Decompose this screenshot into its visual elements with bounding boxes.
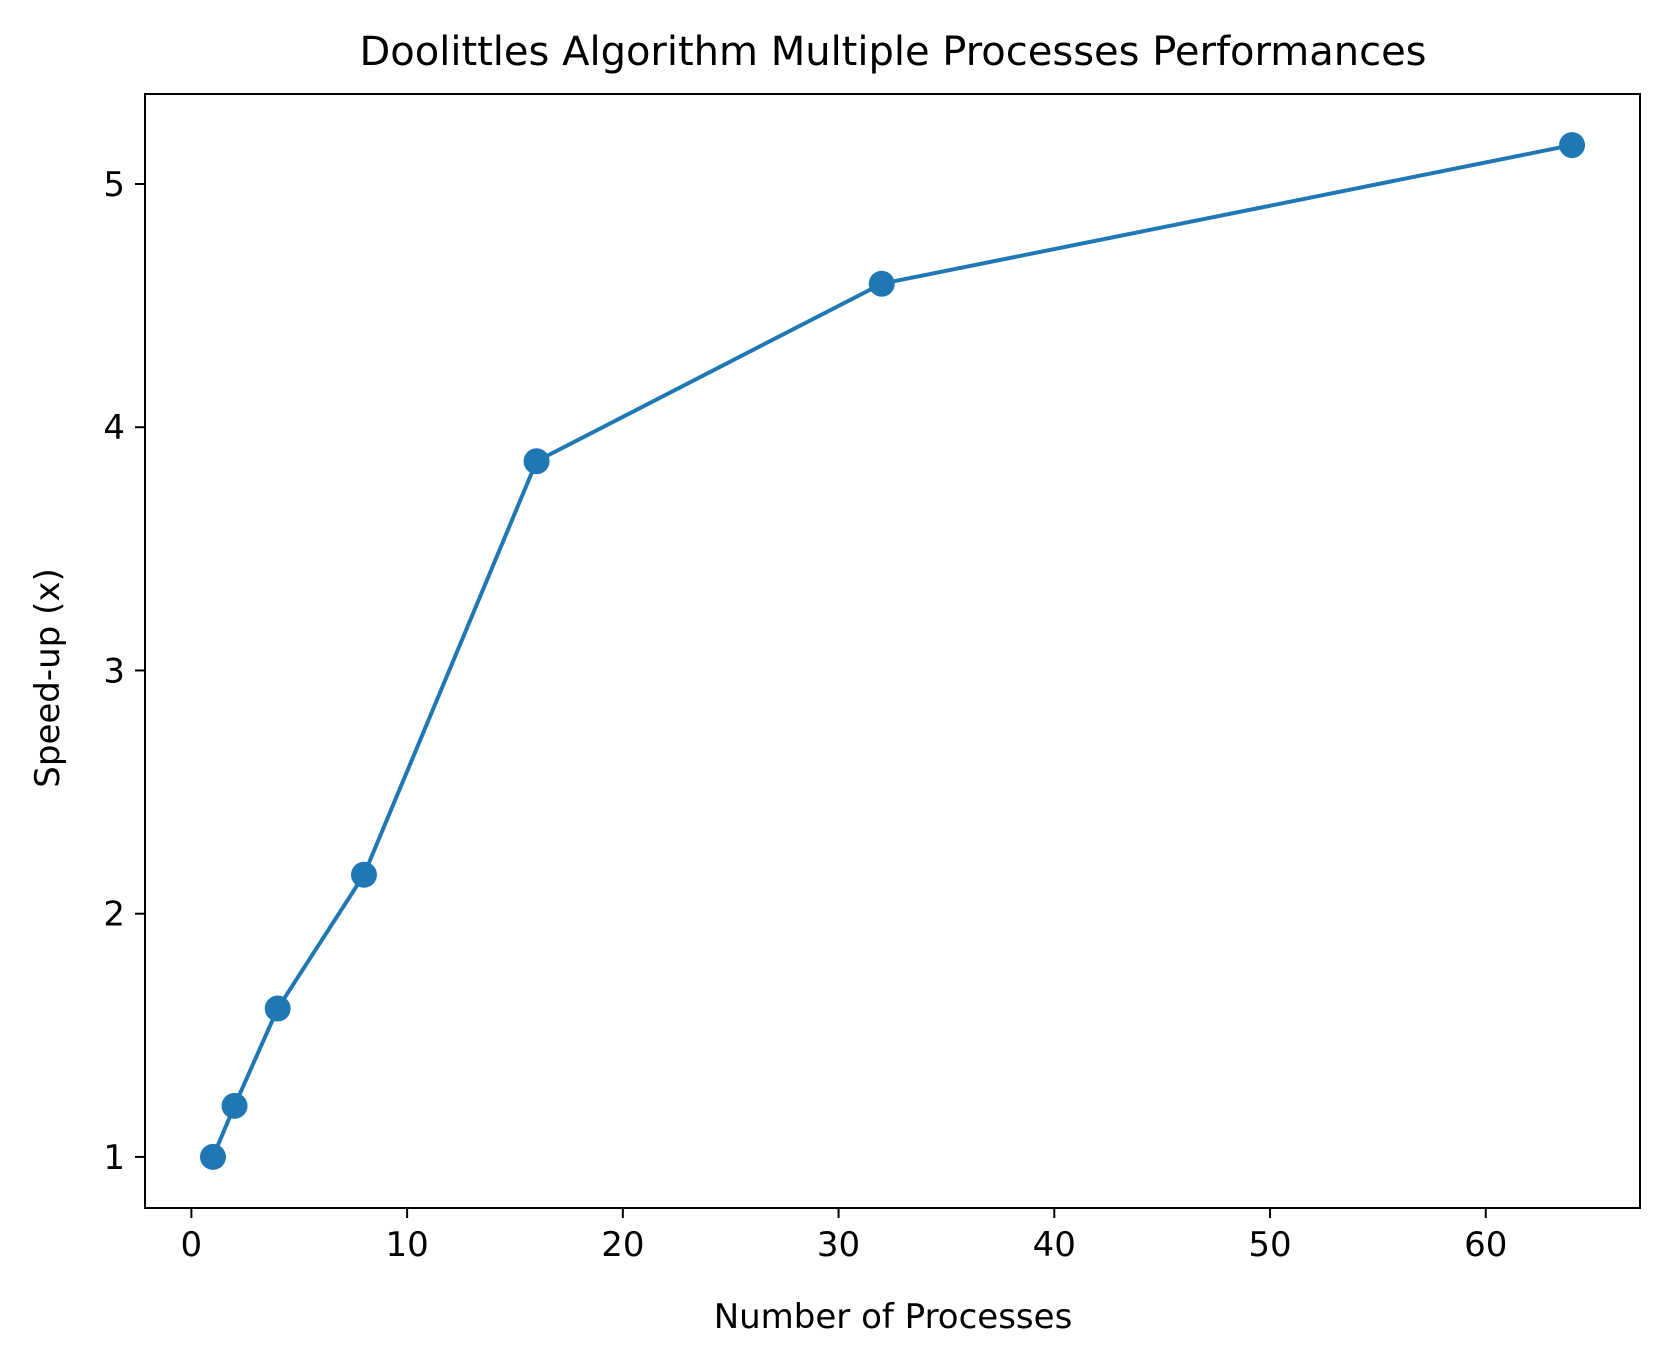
data-point xyxy=(350,861,377,888)
y-tick-label: 5 xyxy=(103,165,125,205)
y-tick-label: 4 xyxy=(103,408,125,448)
data-point xyxy=(264,995,291,1022)
plot-frame xyxy=(144,93,1641,1209)
y-tick-label: 2 xyxy=(103,895,125,935)
y-axis-label: Speed-up (x) xyxy=(28,568,68,787)
data-point xyxy=(868,270,895,297)
x-tick-label: 40 xyxy=(1033,1225,1076,1265)
x-tick-label: 30 xyxy=(817,1225,860,1265)
data-point xyxy=(1559,132,1586,159)
x-tick-label: 50 xyxy=(1248,1225,1291,1265)
x-tick-label: 10 xyxy=(385,1225,428,1265)
series-layer xyxy=(199,132,1586,1170)
x-axis-label: Number of Processes xyxy=(714,1297,1073,1337)
x-tick-label: 20 xyxy=(601,1225,644,1265)
axes-layer: 0 10 20 30 40 50 60 1 2 3 4 5 xyxy=(103,93,1641,1265)
y-tick-label: 3 xyxy=(103,651,125,691)
x-tick-label: 0 xyxy=(181,1225,203,1265)
chart-title: Doolittles Algorithm Multiple Processes … xyxy=(359,29,1426,75)
data-point xyxy=(523,448,550,475)
data-point xyxy=(221,1092,248,1119)
y-tick-label: 1 xyxy=(103,1138,125,1178)
data-point xyxy=(199,1143,226,1170)
x-tick-label: 60 xyxy=(1464,1225,1507,1265)
